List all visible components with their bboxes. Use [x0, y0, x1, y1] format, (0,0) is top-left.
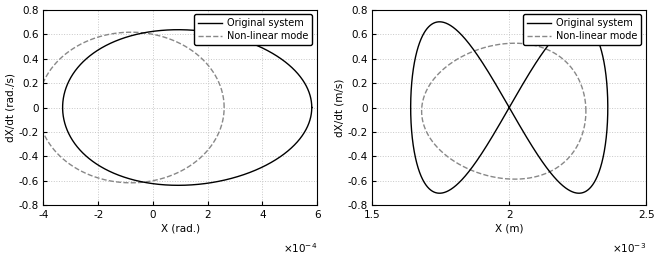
Original system: [575, 20, 583, 23]
Original system: [174, 28, 182, 31]
Non-linear mode: [127, 181, 135, 184]
Non-linear mode: [563, 158, 571, 161]
Original system: [436, 192, 444, 195]
X-axis label: X (m): X (m): [495, 223, 523, 233]
Original system: [308, 106, 315, 109]
Non-linear mode: [444, 64, 451, 67]
Line: Non-linear mode: Non-linear mode: [38, 32, 224, 183]
Non-linear mode: [582, 110, 590, 113]
Non-linear mode: [170, 39, 178, 42]
Legend: Original system, Non-linear mode: Original system, Non-linear mode: [194, 14, 312, 45]
Non-linear mode: [546, 49, 554, 52]
Non-linear mode: [220, 115, 228, 118]
Line: Original system: Original system: [411, 22, 608, 193]
Original system: [570, 21, 578, 24]
Y-axis label: dX/dt (rad./s): dX/dt (rad./s): [5, 73, 16, 142]
Line: Non-linear mode: Non-linear mode: [422, 43, 586, 179]
Legend: Original system, Non-linear mode: Original system, Non-linear mode: [523, 14, 642, 45]
Text: $\times\mathregular{10}^{-3}$: $\times\mathregular{10}^{-3}$: [612, 241, 646, 254]
Non-linear mode: [220, 106, 228, 109]
Non-linear mode: [581, 118, 589, 121]
Original system: [271, 54, 279, 57]
Original system: [263, 163, 271, 166]
Non-linear mode: [44, 73, 51, 76]
Non-linear mode: [57, 56, 65, 59]
Non-linear mode: [511, 177, 519, 181]
Original system: [571, 191, 579, 194]
Non-linear mode: [192, 160, 200, 163]
Original system: [307, 116, 315, 119]
Y-axis label: dX/dt (m/s): dX/dt (m/s): [335, 78, 345, 137]
Text: $\times\mathregular{10}^{-4}$: $\times\mathregular{10}^{-4}$: [283, 241, 317, 254]
Non-linear mode: [428, 80, 436, 83]
Non-linear mode: [566, 65, 574, 68]
X-axis label: X (rad.): X (rad.): [161, 223, 200, 233]
Non-linear mode: [582, 110, 590, 113]
Line: Original system: Original system: [63, 30, 312, 185]
Original system: [174, 184, 182, 187]
Original system: [308, 106, 315, 109]
Original system: [230, 36, 238, 39]
Original system: [84, 56, 92, 59]
Original system: [435, 192, 443, 195]
Original system: [549, 174, 557, 177]
Non-linear mode: [197, 56, 205, 60]
Original system: [506, 106, 513, 109]
Non-linear mode: [220, 106, 228, 109]
Non-linear mode: [127, 31, 135, 34]
Non-linear mode: [511, 42, 519, 45]
Original system: [69, 73, 77, 76]
Original system: [593, 36, 601, 39]
Original system: [494, 126, 502, 129]
Original system: [506, 106, 513, 109]
